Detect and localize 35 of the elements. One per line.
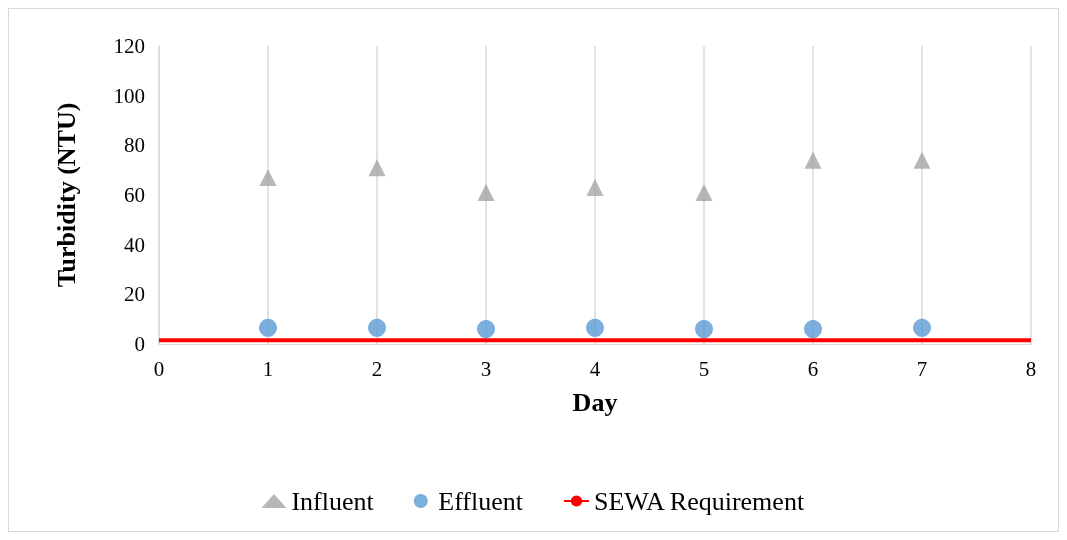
x-tick-label: 3 bbox=[480, 356, 492, 381]
point bbox=[477, 184, 495, 202]
y-tick-label: 60 bbox=[124, 183, 145, 207]
y-tick-label: 100 bbox=[113, 83, 145, 108]
x-tick-label: 8 bbox=[1025, 356, 1037, 381]
point bbox=[368, 159, 386, 177]
point bbox=[259, 169, 277, 187]
x-tick-label: 7 bbox=[916, 356, 928, 381]
y-tick-label: 40 bbox=[124, 232, 145, 257]
point bbox=[259, 318, 277, 337]
point bbox=[913, 318, 931, 337]
point bbox=[913, 151, 931, 169]
y-axis-title: Turbidity (NTU) bbox=[51, 102, 81, 288]
legend-label: Effluent bbox=[438, 486, 524, 516]
point bbox=[804, 151, 822, 169]
point bbox=[586, 318, 604, 337]
y-tick-label: 0 bbox=[134, 332, 145, 356]
point bbox=[695, 320, 713, 339]
x-tick-label: 1 bbox=[262, 356, 274, 381]
point bbox=[368, 318, 386, 337]
x-tick-label: 4 bbox=[589, 356, 601, 381]
legend-label: Influent bbox=[291, 486, 375, 516]
x-tick-label: 6 bbox=[807, 356, 819, 381]
x-tick-label: 5 bbox=[698, 356, 710, 381]
y-tick-label: 80 bbox=[124, 133, 145, 158]
point bbox=[586, 179, 604, 197]
point bbox=[804, 320, 822, 339]
point bbox=[695, 184, 713, 202]
legend-label: SEWA Requirement bbox=[593, 486, 805, 516]
y-tick-label: 120 bbox=[113, 34, 145, 58]
y-tick-label: 20 bbox=[124, 282, 145, 307]
point bbox=[477, 320, 495, 339]
x-tick-label: 2 bbox=[371, 356, 383, 381]
x-tick-label: 0 bbox=[153, 356, 165, 381]
x-axis-title: Day bbox=[572, 387, 618, 417]
